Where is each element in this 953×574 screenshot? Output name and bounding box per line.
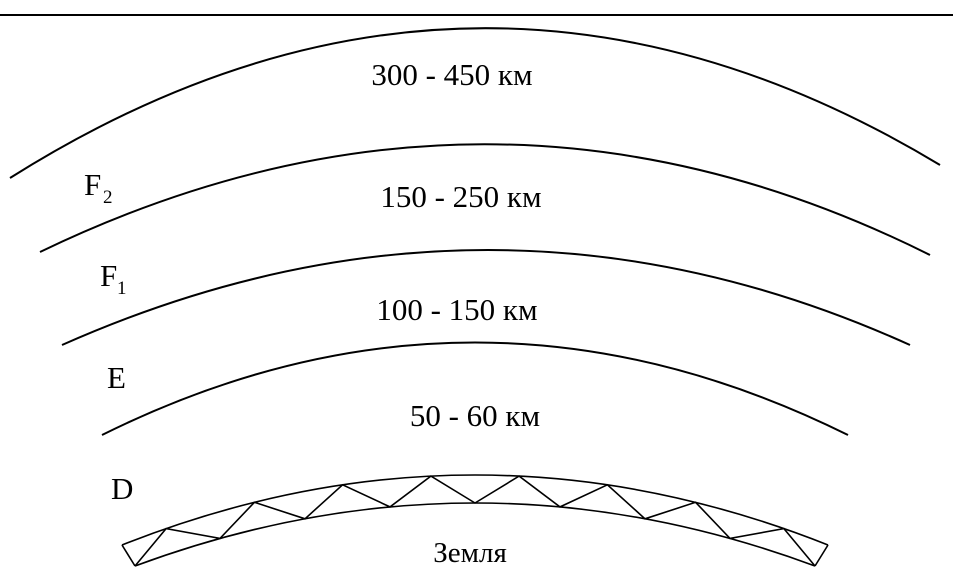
earth-surface (121, 474, 829, 567)
earth-label: Земля (433, 537, 507, 569)
layer-f1-letter: F (100, 258, 117, 293)
layer-f2-subscript: 2 (103, 187, 113, 208)
layer-label-d: D (111, 471, 133, 506)
layer-label-f1: F 1 (100, 258, 127, 299)
layer-f2-letter: F (84, 167, 101, 202)
arc-e-d-boundary (101, 341, 849, 436)
earth-surface-outer-arc (121, 474, 829, 546)
layer-f1-subscript: 1 (117, 278, 127, 299)
range-label-f1: 150 - 250 км (380, 179, 541, 214)
range-label-d: 50 - 60 км (410, 398, 540, 433)
range-label-f2: 300 - 450 км (371, 57, 532, 92)
layer-label-e: E (107, 360, 126, 395)
layer-label-f2: F 2 (84, 167, 113, 208)
arc-f2-f1-boundary (39, 143, 931, 256)
arc-f2-top (9, 27, 941, 179)
earth-surface-hatching (121, 475, 829, 567)
range-label-e: 100 - 150 км (376, 292, 537, 327)
arc-f1-e-boundary (61, 249, 911, 346)
